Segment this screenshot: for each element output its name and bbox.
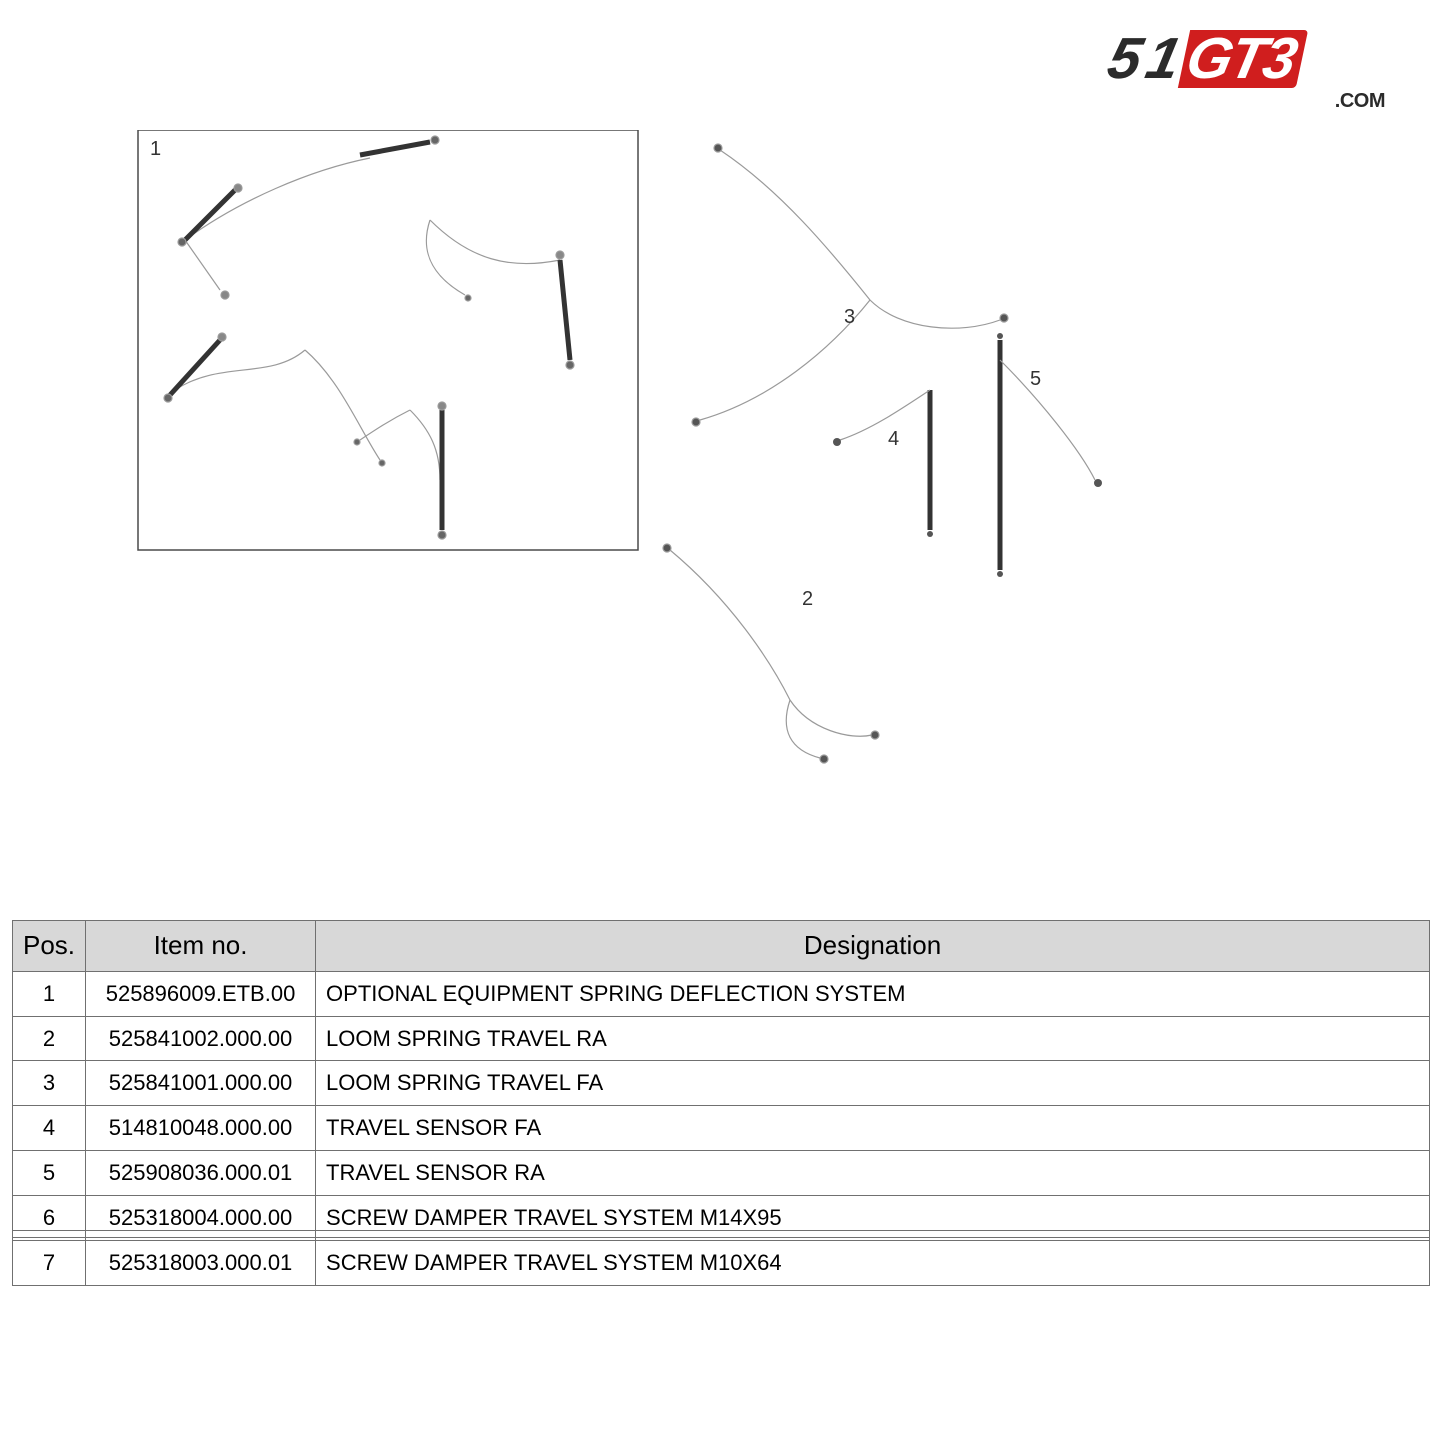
cell-desig: TRAVEL SENSOR RA	[316, 1151, 1430, 1196]
header-pos: Pos.	[13, 921, 86, 972]
parts-diagram: 1 2 3 4 5	[130, 130, 1230, 810]
callout-3: 3	[844, 306, 855, 329]
table-row: 3 525841001.000.00 LOOM SPRING TRAVEL FA	[13, 1061, 1430, 1106]
logo-subtext: .COM	[1105, 90, 1385, 113]
cell-item: 525908036.000.01	[86, 1151, 316, 1196]
cell-pos: 7	[13, 1241, 86, 1286]
callout-4: 4	[888, 428, 899, 451]
logo-text: 51GT3	[1099, 30, 1391, 88]
callout-2: 2	[802, 588, 813, 611]
table-row: 2 525841002.000.00 LOOM SPRING TRAVEL RA	[13, 1016, 1430, 1061]
diagram-svg	[130, 130, 1230, 810]
cell-item: 525841001.000.00	[86, 1061, 316, 1106]
item-2-loom	[663, 544, 879, 763]
table-row: 1 525896009.ETB.00 OPTIONAL EQUIPMENT SP…	[13, 971, 1430, 1016]
table-row: 5 525908036.000.01 TRAVEL SENSOR RA	[13, 1151, 1430, 1196]
cell-item: 525896009.ETB.00	[86, 971, 316, 1016]
cell-pos: 3	[13, 1061, 86, 1106]
cell-desig: LOOM SPRING TRAVEL FA	[316, 1061, 1430, 1106]
cell-pos: 1	[13, 971, 86, 1016]
page: 51GT3 .COM	[0, 0, 1445, 1445]
cell-pos: 2	[13, 1016, 86, 1061]
item-1-box	[138, 130, 638, 550]
cell-item: 525318003.000.01	[86, 1241, 316, 1286]
header-item: Item no.	[86, 921, 316, 972]
cell-item: 514810048.000.00	[86, 1106, 316, 1151]
header-desig: Designation	[316, 921, 1430, 972]
assembly-group	[164, 136, 574, 539]
table-row: 4 514810048.000.00 TRAVEL SENSOR FA	[13, 1106, 1430, 1151]
callout-1: 1	[150, 138, 161, 161]
table-header-row: Pos. Item no. Designation	[13, 921, 1430, 972]
cell-desig: OPTIONAL EQUIPMENT SPRING DEFLECTION SYS…	[316, 971, 1430, 1016]
cell-desig: LOOM SPRING TRAVEL RA	[316, 1016, 1430, 1061]
brand-logo: 51GT3 .COM	[1105, 30, 1385, 113]
cell-pos: 4	[13, 1106, 86, 1151]
item-5-sensor	[997, 333, 1102, 577]
callout-5: 5	[1030, 368, 1041, 391]
cell-desig: SCREW DAMPER TRAVEL SYSTEM M10X64	[316, 1241, 1430, 1286]
cell-item: 525841002.000.00	[86, 1016, 316, 1061]
cell-desig: TRAVEL SENSOR FA	[316, 1106, 1430, 1151]
table-body: 1 525896009.ETB.00 OPTIONAL EQUIPMENT SP…	[13, 971, 1430, 1285]
cell-pos: 5	[13, 1151, 86, 1196]
table-row: 7 525318003.000.01 SCREW DAMPER TRAVEL S…	[13, 1241, 1430, 1286]
table-footer-rule	[12, 1228, 1430, 1238]
item-4-sensor	[833, 390, 933, 537]
item-3-loom	[692, 144, 1008, 426]
